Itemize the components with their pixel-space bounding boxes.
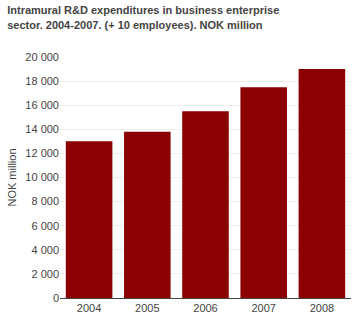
svg-text:14 000: 14 000 bbox=[25, 123, 59, 135]
svg-text:2007: 2007 bbox=[251, 302, 275, 314]
svg-text:18 000: 18 000 bbox=[25, 75, 59, 87]
svg-text:2005: 2005 bbox=[135, 302, 159, 314]
svg-text:2008: 2008 bbox=[310, 302, 334, 314]
svg-text:20 000: 20 000 bbox=[25, 51, 59, 63]
svg-text:10 000: 10 000 bbox=[25, 171, 59, 183]
svg-text:0: 0 bbox=[53, 292, 59, 304]
svg-text:2004: 2004 bbox=[77, 302, 101, 314]
svg-text:6 000: 6 000 bbox=[31, 220, 59, 232]
svg-text:4 000: 4 000 bbox=[31, 244, 59, 256]
svg-text:12 000: 12 000 bbox=[25, 147, 59, 159]
svg-text:16 000: 16 000 bbox=[25, 99, 59, 111]
svg-text:NOK million: NOK million bbox=[6, 148, 18, 206]
svg-text:2006: 2006 bbox=[193, 302, 217, 314]
svg-text:2 000: 2 000 bbox=[31, 268, 59, 280]
svg-text:8 000: 8 000 bbox=[31, 195, 59, 207]
svg-text:Intramural R&D expenditures in: Intramural R&D expenditures in business … bbox=[7, 4, 279, 30]
